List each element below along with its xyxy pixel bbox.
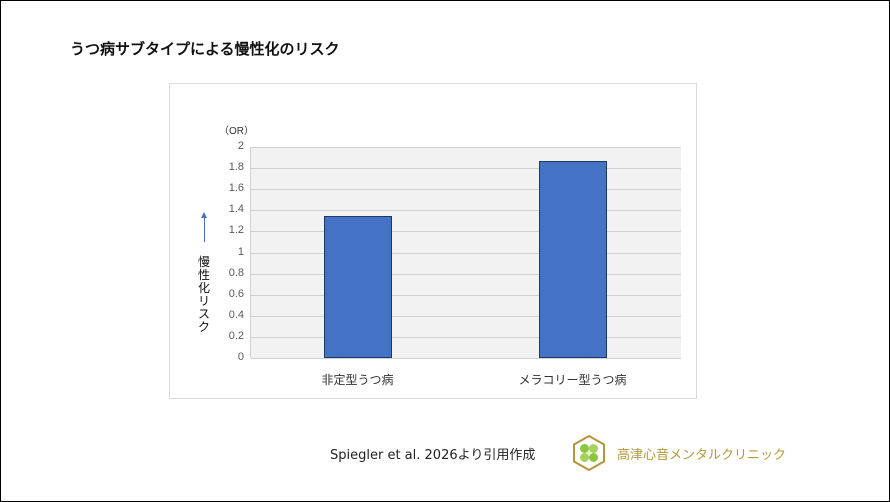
- y-axis-label: 慢性化リスク: [197, 255, 210, 334]
- y-tick-label: 1.8: [228, 161, 244, 174]
- gridline: [251, 295, 681, 296]
- gridline: [251, 358, 681, 359]
- y-tick-label: 1.4: [228, 203, 244, 216]
- x-axis-label: 非定型うつ病: [321, 373, 394, 387]
- y-axis-unit: （OR）: [219, 126, 254, 137]
- y-tick-label: 1.6: [228, 182, 244, 195]
- bar-0: [323, 215, 392, 358]
- clinic-logo-icon: [573, 435, 605, 471]
- y-tick-label: 0.2: [228, 329, 244, 342]
- gridline: [251, 316, 681, 317]
- y-tick-label: 1.2: [228, 224, 244, 237]
- y-tick-label: 2: [237, 140, 244, 152]
- gridline: [251, 231, 681, 232]
- y-tick-label: 0.8: [228, 266, 244, 279]
- citation-text: Spiegler et al. 2026より引用作成: [330, 448, 536, 463]
- bar-1: [538, 160, 607, 358]
- page-title: うつ病サブタイプによる慢性化のリスク: [70, 40, 340, 58]
- gridline: [251, 189, 681, 190]
- y-tick-label: 0.4: [228, 308, 244, 321]
- gridline: [251, 168, 681, 169]
- y-tick-label: 0.6: [228, 287, 244, 300]
- gridline: [251, 337, 681, 338]
- up-arrow-icon: [201, 212, 207, 242]
- gridline: [251, 253, 681, 254]
- y-tick-label: 1: [237, 245, 244, 258]
- clinic-name: 高津心音メンタルクリニック: [617, 448, 787, 463]
- gridline: [251, 147, 681, 148]
- y-tick-label: 0: [237, 351, 244, 363]
- x-axis-label: メラコリー型うつ病: [518, 373, 627, 387]
- gridline: [251, 210, 681, 211]
- plot-area: [250, 147, 681, 359]
- gridline: [251, 274, 681, 275]
